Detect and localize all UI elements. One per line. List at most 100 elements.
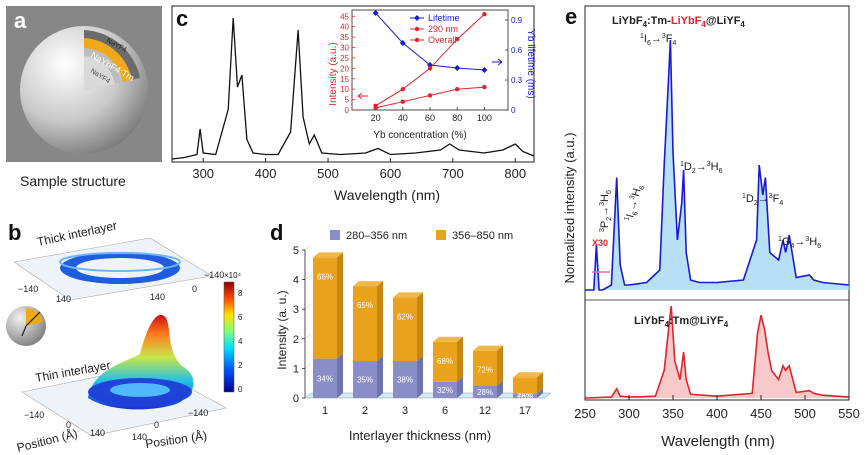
d-bar <box>433 341 457 382</box>
e-xtick-label: 350 <box>662 406 684 421</box>
d-bar-pct-label: 34% <box>317 374 333 383</box>
label-thick-interlayer: Thick interlayer <box>36 218 118 249</box>
d-gridline <box>304 244 312 251</box>
inset-ytick-label: 10 <box>340 85 349 94</box>
c-xtick-label: 400 <box>255 166 277 181</box>
inset-ytick-label: 40 <box>340 23 349 32</box>
e-xtick-label: 300 <box>618 406 640 421</box>
e-transition-label: 1D2→3H6 <box>680 161 723 175</box>
d-bar <box>473 350 497 386</box>
d-bar-top <box>353 281 383 287</box>
d-xtick-label: 2 <box>362 405 368 417</box>
d-bar <box>353 286 377 361</box>
panel-d-xlabel: Interlayer thickness (nm) <box>349 428 491 443</box>
inset-point <box>427 66 433 71</box>
inset-point <box>400 86 405 92</box>
d-bar <box>513 393 537 398</box>
inset-point <box>372 10 379 16</box>
d-bar-pct-label: 65% <box>357 301 373 310</box>
d-bar <box>313 257 337 359</box>
colorbar-tick-2: 2 <box>238 361 243 370</box>
d-bar-side <box>457 376 463 398</box>
panel-d: d 280–356 nm 356–850 nm 01234534%66%135%… <box>270 220 552 443</box>
d-bar-pct-label: 24% <box>517 390 533 399</box>
d-bar <box>473 385 497 398</box>
d-ytick-label: 0 <box>293 393 299 405</box>
inset-ytick-label: 5 <box>345 96 350 105</box>
legend-swatch-280-356 <box>330 230 340 240</box>
top-spectrum-label: LiYbF4:Tm-LiYbF4@LiYF4 <box>612 15 745 29</box>
thick-tick-pos-left: 140 <box>56 294 71 304</box>
e-transition-label: 1I6→3F4 <box>640 33 677 47</box>
d-bar-pct-label: 38% <box>397 376 413 385</box>
d-bar-side <box>377 281 383 361</box>
inset-y2tick-label: 0.3 <box>511 76 523 85</box>
colorbar-tick-4: 4 <box>238 337 243 346</box>
panel-e-xlabel: Wavelength (nm) <box>661 433 775 450</box>
d-bar-pct-label: 72% <box>477 366 493 375</box>
e-spectrum-line <box>584 305 850 399</box>
inset-point <box>455 86 460 92</box>
d-bar-side <box>417 356 423 398</box>
panel-b: b Thick interlayer −140 140 140 0 −140 T… <box>6 218 243 455</box>
inset-xtick-label: 40 <box>398 113 408 123</box>
thick-tick-neg: −140 <box>18 284 38 294</box>
e-spectrum-area <box>585 306 849 398</box>
d-gridline <box>304 333 312 339</box>
e-xtick-label: 500 <box>794 406 816 421</box>
inset-xtick-label: 20 <box>371 113 381 123</box>
colorbar-multiplier: ×10⁴ <box>224 271 242 280</box>
axis-label-position-x: Position (Å) <box>15 425 79 455</box>
thick-tick-neg-right: −140 <box>204 270 224 280</box>
d-gridline <box>304 274 312 280</box>
c-xtick-label: 700 <box>442 166 464 181</box>
d-gridline <box>304 392 312 399</box>
thin-tick-zero: 0 <box>66 420 71 430</box>
panel-e: e 250 300 350 400 450 500 550 Normalized inten… <box>562 4 860 450</box>
d-bar <box>393 361 417 398</box>
inset-ytick-label: 25 <box>340 54 349 63</box>
d-bar-pct-label: 76% <box>517 392 533 401</box>
d-bar-side <box>497 380 503 398</box>
inset-ytick-label: 45 <box>340 12 349 21</box>
bottom-spectrum-label: LiYbF4:Tm@LiYF4 <box>634 315 729 329</box>
inset-ytick-label: 20 <box>340 64 349 73</box>
inset-xtick-label: 60 <box>425 113 435 123</box>
inset-ylabel-left: Intensity (a.u.) <box>328 42 339 105</box>
inset-xlabel: Yb concentration (%) <box>373 130 466 141</box>
d-xtick-label: 17 <box>519 405 531 417</box>
inset-legend-label: Overall <box>428 35 457 45</box>
x30-label: X30 <box>592 238 608 248</box>
thin-tick-pos: 140 <box>90 428 105 438</box>
inset-ytick-label: 35 <box>340 33 349 42</box>
inset-arrow-right <box>492 58 503 66</box>
e-xtick-label: 250 <box>574 406 596 421</box>
colorbar-tick-8: 8 <box>238 289 243 298</box>
inset-legend-label: 290 nm <box>428 24 458 34</box>
d-ytick-label: 2 <box>293 334 299 346</box>
e-spectrum-line <box>585 39 850 291</box>
e-xtick-label: 450 <box>750 406 772 421</box>
d-bar <box>513 377 537 394</box>
panel-e-annotations: 1I6→3F4 1D2→3H6 1D2→3F4 1G4→3H6 3P2→3H6 1I6→3… <box>599 33 821 250</box>
d-bar-side <box>417 292 423 361</box>
thin-tick-pos-right: 140 <box>132 432 147 442</box>
c-xtick-label: 800 <box>504 166 526 181</box>
inset-point <box>400 99 405 104</box>
inset-xtick-label: 80 <box>452 113 462 123</box>
thick-tick-zero: 0 <box>192 284 197 294</box>
d-bar-pct-label: 32% <box>437 386 453 395</box>
inset-ytick-label: 15 <box>340 75 349 84</box>
legend-swatch-356-850 <box>436 230 446 240</box>
d-xtick-label: 12 <box>479 405 491 417</box>
panel-c-spectrum <box>171 17 535 160</box>
thin-tick-zero-right: 0 <box>154 420 159 430</box>
e-transition-label: 1I6→3H6 <box>623 183 646 223</box>
colorbar-tick-0: 0 <box>238 385 243 394</box>
panel-label-d: d <box>270 220 283 245</box>
d-ytick-label: 3 <box>293 304 299 316</box>
inset-legend-marker <box>414 26 420 32</box>
inset-legend-label: Lifetime <box>428 13 460 23</box>
